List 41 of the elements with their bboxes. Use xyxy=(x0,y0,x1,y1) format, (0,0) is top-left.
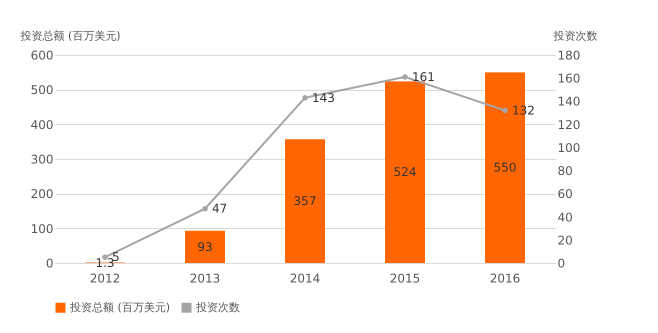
data-label: 357 xyxy=(294,194,316,208)
y2-tick-label: 20 xyxy=(558,233,573,248)
data-label: 47 xyxy=(212,202,228,216)
point xyxy=(502,108,508,114)
y-axis-title: 投资总额 (百万美元) xyxy=(20,30,121,42)
x-tick-label: 2015 xyxy=(390,272,420,286)
y-tick-label: 100 xyxy=(30,222,54,236)
y-tick-label: 300 xyxy=(30,152,54,166)
y2-tick-label: 160 xyxy=(558,72,580,86)
y-tick-label: 500 xyxy=(30,83,54,98)
y2-tick-label: 0 xyxy=(558,256,566,270)
y2-tick-label: 180 xyxy=(558,48,580,62)
data-label: 143 xyxy=(312,90,335,105)
data-label: 550 xyxy=(494,160,516,175)
bar xyxy=(385,81,425,263)
point xyxy=(202,206,208,212)
y-tick-label: 0 xyxy=(46,256,54,270)
y2-tick-label: 80 xyxy=(558,164,573,178)
y2-tick-label: 120 xyxy=(558,118,580,132)
point xyxy=(302,95,308,100)
bar xyxy=(285,139,325,263)
y-tick-label: 400 xyxy=(30,118,54,132)
data-label: 161 xyxy=(412,70,435,84)
y2-tick-label: 40 xyxy=(558,210,573,224)
y2-tick-label: 100 xyxy=(558,140,580,155)
y2-tick-label: 60 xyxy=(558,187,573,202)
data-label: 524 xyxy=(394,165,416,180)
data-label: 93 xyxy=(197,240,213,254)
y2-tick-label: 140 xyxy=(558,94,580,109)
x-tick-label: 2016 xyxy=(490,272,520,286)
legend-label: 投资次数 xyxy=(195,300,240,314)
bar xyxy=(185,230,225,263)
y-tick-label: 600 xyxy=(30,48,54,62)
x-tick-label: 2012 xyxy=(90,272,120,286)
legend-label: 投资总额 (百万美元) xyxy=(69,300,170,314)
x-tick-label: 2013 xyxy=(190,272,220,286)
y-tick-label: 200 xyxy=(30,187,54,202)
point xyxy=(402,74,408,80)
x-tick-label: 2014 xyxy=(290,272,320,286)
data-label: 5 xyxy=(112,250,120,264)
y2-axis-title: 投资次数 xyxy=(552,30,598,42)
